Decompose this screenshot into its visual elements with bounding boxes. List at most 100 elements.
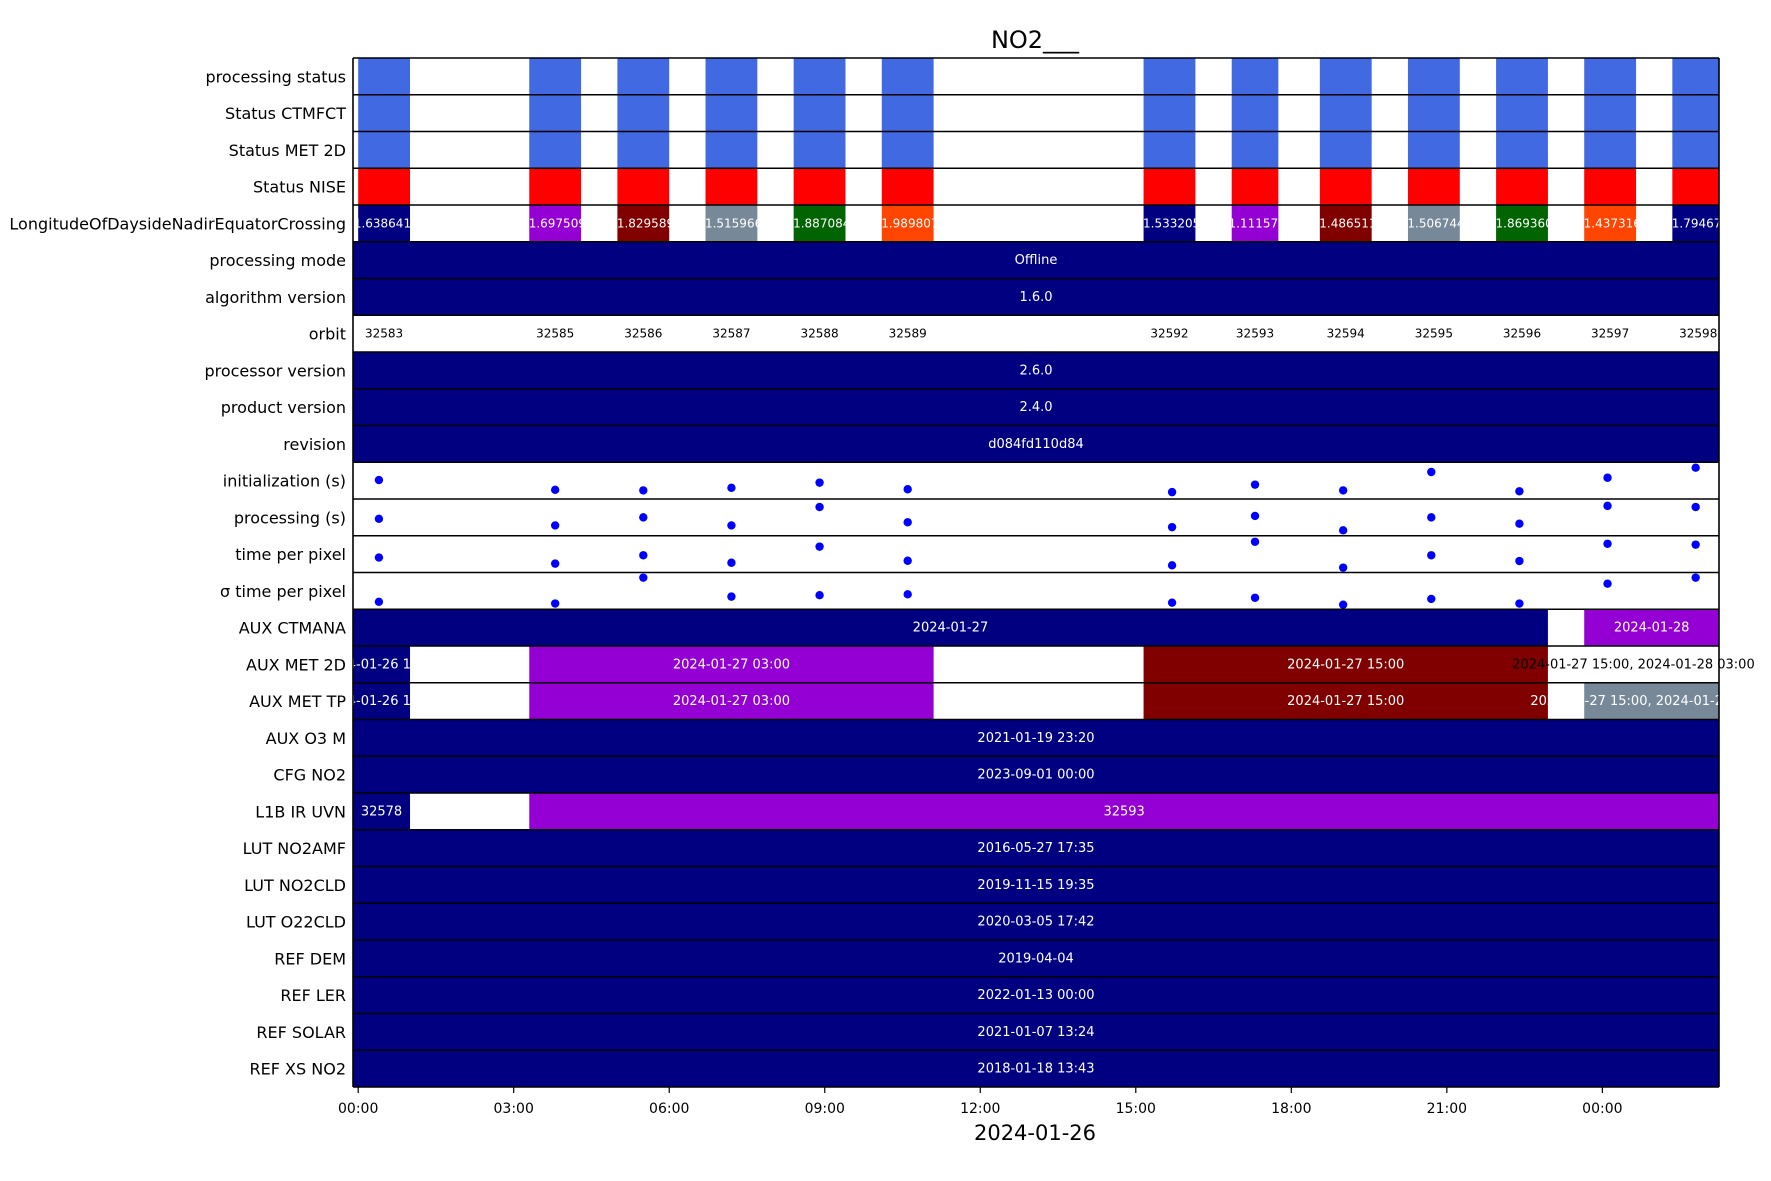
scatter-point-11-6	[1167, 487, 1177, 497]
status-bar-0-8	[1319, 58, 1372, 95]
orbit-label-2: 32586	[624, 327, 662, 341]
longitude-label-2: -1.829589	[613, 216, 675, 230]
status-bar-3-3	[705, 168, 758, 205]
status-bar-3-4	[793, 168, 846, 205]
status-bar-1-4	[793, 94, 846, 132]
bar-17-1	[529, 682, 934, 720]
orbit-label-1: 32585	[536, 327, 574, 341]
full-row-label-9: 2.4.0	[1019, 400, 1052, 415]
status-bar-3-1	[529, 168, 582, 205]
longitude-bar-5	[881, 205, 934, 242]
full-row-bar-10	[353, 425, 1719, 463]
status-bar-0-9	[1407, 58, 1460, 95]
bar-label-16-2: 2024-01-27 15:00	[1287, 657, 1404, 672]
full-row-label-21: 2016-05-27 17:35	[977, 841, 1094, 856]
scatter-point-13-12	[1691, 540, 1700, 549]
status-bar-2-0	[358, 131, 411, 169]
bar-16-0	[353, 646, 411, 683]
status-bar-0-6	[1143, 58, 1196, 95]
row-label-16: AUX MET 2D	[246, 655, 346, 674]
status-bar-1-5	[881, 94, 934, 132]
status-bar-0-3	[705, 58, 758, 95]
bar-20-0	[353, 793, 411, 830]
longitude-label-6: -1.533205	[1139, 216, 1201, 230]
full-row-bar-9	[353, 388, 1719, 426]
status-bar-2-10	[1496, 131, 1548, 169]
longitude-label-10: -1.869360	[1491, 216, 1553, 230]
scatter-point-13-0	[374, 553, 384, 562]
scatter-point-11-4	[815, 478, 824, 487]
status-bar-1-9	[1407, 94, 1460, 132]
status-bar-1-1	[529, 94, 582, 132]
status-bar-1-11	[1584, 94, 1637, 132]
scatter-point-11-7	[1250, 480, 1260, 489]
orbit-label-7: 32593	[1236, 327, 1274, 341]
full-row-bar-24	[353, 940, 1719, 977]
x-tick-label-0: 00:00	[338, 1101, 378, 1117]
status-bar-3-0	[358, 168, 411, 205]
row-label-26: REF SOLAR	[256, 1023, 346, 1042]
row-label-13: time per pixel	[235, 545, 346, 564]
scatter-point-11-8	[1338, 486, 1348, 495]
row-label-8: processor version	[204, 361, 346, 380]
scatter-point-13-9	[1427, 551, 1436, 560]
rows-layer: -1.6386413 -1.697509 -1.829589 -1.515966 -1.…	[323, 57, 1771, 1088]
row-label-0: processing status	[206, 67, 346, 86]
full-row-label-27: 2018-01-18 13:43	[977, 1062, 1094, 1077]
full-row-bar-18	[353, 719, 1719, 757]
status-bar-3-11	[1584, 168, 1637, 205]
x-tick-label-7: 21:00	[1427, 1101, 1467, 1117]
longitude-bar-11	[1584, 205, 1637, 242]
x-tick-label-1: 03:00	[494, 1101, 534, 1117]
row-label-20: L1B IR UVN	[255, 802, 346, 821]
scatter-point-13-6	[1167, 561, 1177, 570]
status-bar-3-7	[1231, 168, 1279, 205]
row-label-9: product version	[221, 398, 346, 417]
full-row-bar-27	[353, 1050, 1719, 1087]
status-bar-1-6	[1143, 94, 1196, 132]
longitude-bar-12	[1672, 205, 1719, 242]
scatter-point-12-12	[1691, 502, 1700, 512]
status-bar-3-2	[617, 168, 670, 205]
longitude-bar-2	[617, 205, 670, 242]
bar-17-0	[353, 682, 411, 720]
status-bar-1-2	[617, 94, 670, 132]
x-tick-label-4: 12:00	[960, 1101, 1000, 1117]
bar-20-1	[529, 793, 1719, 830]
orbit-label-11: 32597	[1591, 327, 1629, 341]
longitude-bar-7	[1231, 205, 1279, 242]
scatter-point-14-4	[815, 590, 824, 600]
x-tick-label-3: 09:00	[805, 1101, 845, 1117]
bar-label-15-1: 2024-01-28	[1614, 621, 1690, 636]
full-row-label-18: 2021-01-19 23:20	[977, 731, 1094, 746]
bar-15-0	[353, 609, 1548, 646]
scatter-point-14-0	[374, 597, 384, 606]
scatter-point-12-2	[639, 513, 648, 522]
orbit-label-9: 32595	[1415, 327, 1453, 341]
status-bar-2-7	[1231, 131, 1279, 169]
scatter-point-11-11	[1603, 473, 1612, 482]
scatter-point-13-11	[1603, 539, 1612, 548]
full-row-bar-8	[353, 352, 1719, 389]
longitude-bar-3	[705, 205, 758, 242]
bar-label-20-1: 32593	[1103, 804, 1144, 819]
status-bar-0-1	[529, 58, 582, 95]
row-label-1: Status CTMFCT	[225, 104, 346, 123]
orbit-label-0: 32583	[365, 327, 403, 341]
scatter-point-13-7	[1250, 537, 1260, 546]
status-bar-1-10	[1496, 94, 1548, 132]
status-bar-2-3	[705, 131, 758, 169]
orbit-label-12: 32598	[1679, 327, 1717, 341]
row-label-19: CFG NO2	[273, 766, 346, 785]
row-label-12: processing (s)	[234, 508, 346, 527]
scatter-point-11-12	[1691, 463, 1700, 472]
x-tick-label-2: 06:00	[649, 1101, 689, 1117]
status-bar-0-0	[358, 58, 411, 95]
x-tick-label-5: 15:00	[1116, 1101, 1156, 1117]
full-row-bar-6	[353, 278, 1719, 316]
scatter-point-14-10	[1515, 599, 1524, 608]
row-label-17: AUX MET TP	[249, 692, 346, 711]
row-label-2: Status MET 2D	[229, 141, 346, 160]
row-label-11: initialization (s)	[223, 472, 346, 491]
status-bar-2-1	[529, 131, 582, 169]
